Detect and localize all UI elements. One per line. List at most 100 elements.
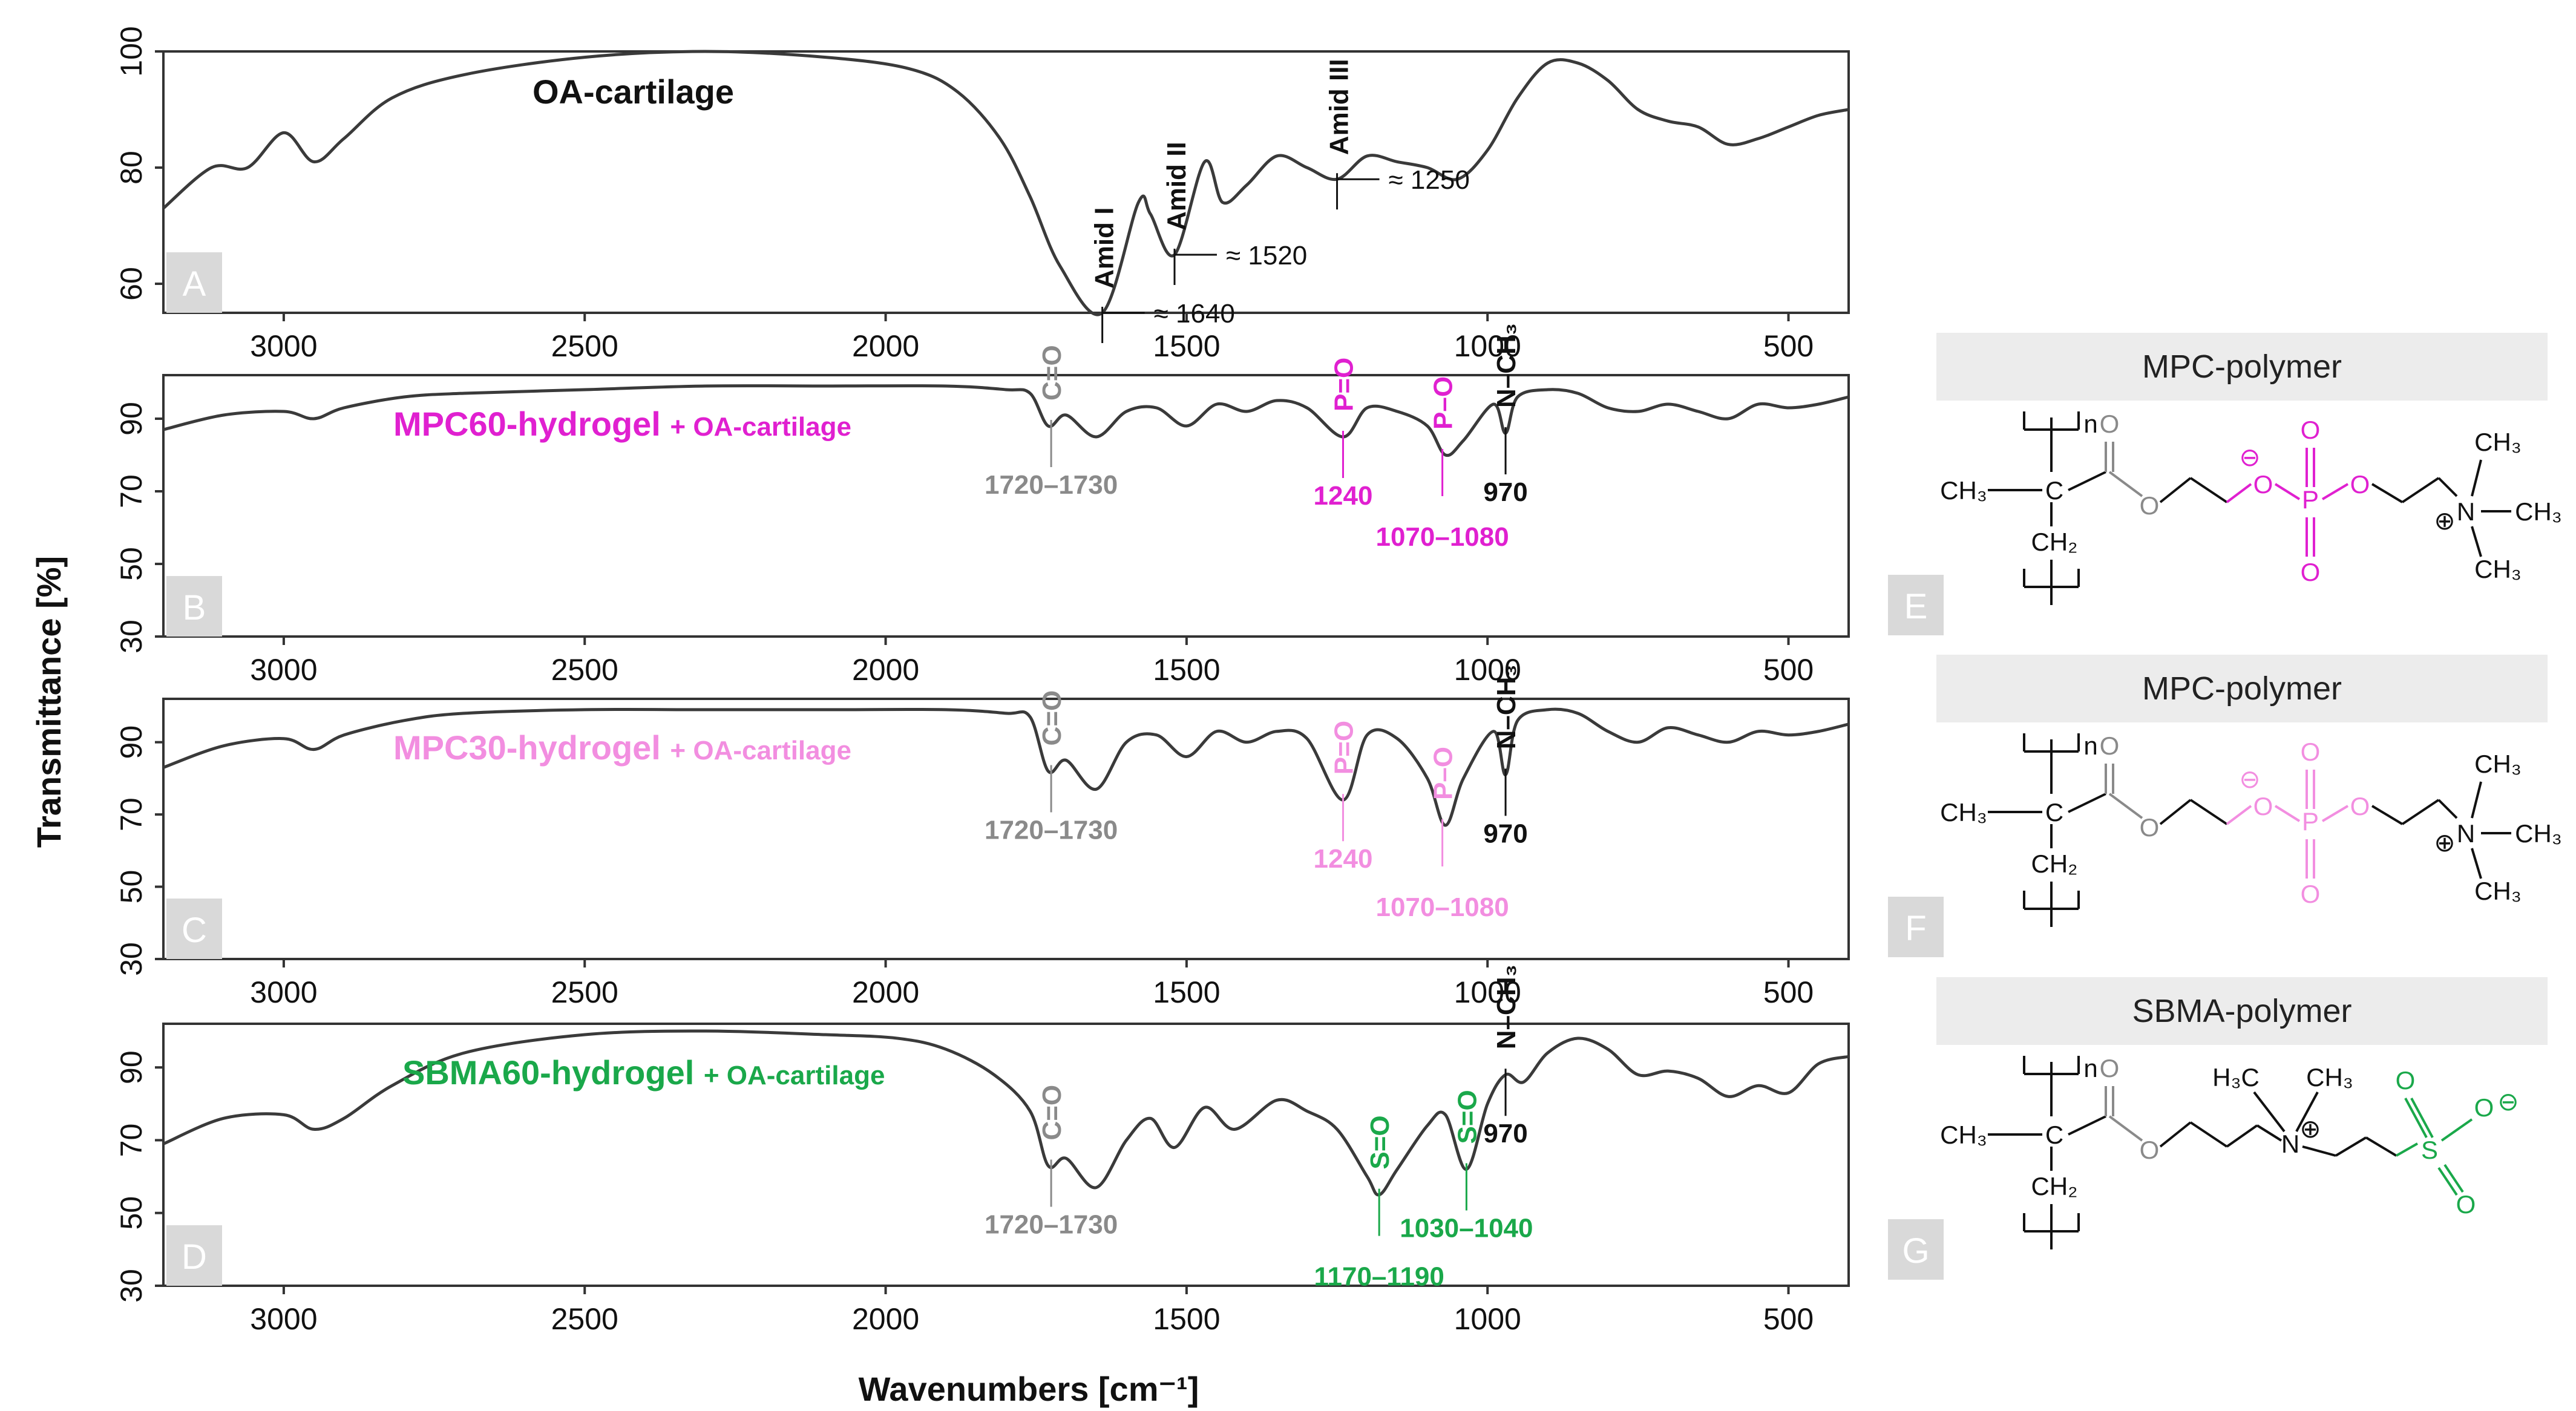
sulfonate-oxygen-top: O	[2396, 1066, 2416, 1095]
y-tick-label: 80	[114, 151, 148, 185]
functional-group: N–CH₃	[1492, 323, 1521, 408]
x-tick-label: 2000	[852, 329, 919, 363]
bond	[2108, 1115, 2143, 1142]
ch3-label: CH₃	[1940, 476, 1987, 505]
x-tick-label: 3000	[250, 329, 317, 363]
plot-frame	[162, 50, 1850, 314]
peak-annotation: Amid III ≈ 1250	[1325, 59, 1470, 210]
panel-badge	[166, 1225, 222, 1286]
x-tick-label: 2000	[852, 653, 919, 687]
y-tick-label: 50	[114, 1196, 148, 1230]
quaternary-nitrogen: N	[2457, 819, 2475, 848]
bond	[2401, 799, 2440, 825]
ester-oxygen-2: O	[2350, 792, 2370, 820]
peak-value: ≈ 1250	[1389, 165, 1470, 195]
bond	[2335, 1136, 2367, 1157]
spectra-panels: 3000 2500 2000 1500 1000 500 60 80 100 A OA-cartil…	[114, 26, 1850, 1336]
x-tick-label: 500	[1763, 329, 1814, 363]
peak-name: Amid II	[1162, 142, 1191, 231]
y-tick-label: 50	[114, 547, 148, 581]
peak-annotation: N–CH₃ 970	[1483, 664, 1527, 848]
bond	[2437, 1167, 2458, 1196]
y-tick-label: 60	[114, 267, 148, 301]
bond	[2274, 805, 2301, 822]
bond	[2274, 483, 2301, 500]
bond	[2371, 483, 2404, 503]
panel-letter: D	[182, 1237, 207, 1277]
peak-value: 970	[1483, 477, 1527, 507]
y-axis-label: Transmittance [%]	[30, 556, 68, 848]
structure-header	[1936, 655, 2548, 722]
bond	[2189, 1121, 2228, 1148]
positive-charge: ⊕	[2434, 828, 2455, 857]
carbonyl-oxygen: O	[2100, 1054, 2120, 1082]
bond	[2321, 805, 2349, 822]
functional-group: C=O	[1037, 690, 1067, 746]
y-tick-label: 30	[114, 942, 148, 976]
structure-header	[1936, 977, 2548, 1045]
x-tick-label: 2500	[551, 975, 618, 1009]
phosphate-oxygen-top: O	[2301, 416, 2321, 444]
ester-oxygen: O	[2140, 1136, 2160, 1164]
y-tick-label: 30	[114, 1269, 148, 1303]
spectrum-line	[163, 1029, 1849, 1197]
bond	[2226, 805, 2252, 825]
phosphate-oxygen-top: O	[2301, 738, 2321, 766]
y-tick-label: 70	[114, 474, 148, 508]
bond	[2108, 471, 2143, 497]
panel-title: OA-cartilage	[533, 73, 734, 111]
x-tick-label: 1000	[1454, 653, 1521, 687]
panel-title: MPC30-hydrogel + OA-cartilage	[393, 728, 851, 767]
ester-oxygen: O	[2140, 813, 2160, 842]
peak-value: 1720–1730	[985, 1210, 1118, 1240]
negative-charge: ⊖	[2497, 1087, 2519, 1116]
repeat-n: n	[2083, 1054, 2097, 1082]
bond	[2371, 805, 2404, 825]
bond	[2159, 1121, 2192, 1148]
panel-b: 3000 2500 2000 1500 1000 500 30 50 70 90 B MPC60-hy…	[114, 323, 1850, 687]
panel-badge	[166, 899, 222, 959]
structure-title: SBMA-polymer	[2132, 993, 2352, 1029]
bond	[2068, 793, 2106, 813]
bond	[2295, 1092, 2319, 1132]
peak-annotation: C=O 1720–1730	[985, 345, 1118, 500]
peak-annotation: S=O 1170–1190	[1314, 1115, 1444, 1291]
repeat-n: n	[2083, 732, 2097, 760]
phosphorus: P	[2302, 485, 2319, 514]
ch3-label: CH₃	[1940, 1121, 1987, 1149]
bond	[2404, 1098, 2428, 1138]
x-tick-label: 2000	[852, 975, 919, 1009]
x-tick-label: 1000	[1454, 329, 1521, 363]
spectrum-line	[163, 384, 1849, 457]
peak-annotation: C=O 1720–1730	[985, 1085, 1118, 1240]
bond	[2443, 1164, 2464, 1193]
methyl-bottom: CH₃	[2474, 877, 2522, 905]
peak-value: 1720–1730	[985, 470, 1118, 500]
peak-value: 1170–1190	[1314, 1262, 1444, 1292]
y-tick-label: 50	[114, 870, 148, 904]
functional-group: N–CH₃	[1492, 964, 1521, 1049]
x-tick-label: 3000	[250, 975, 317, 1009]
functional-group: C=O	[1037, 1085, 1067, 1141]
plot-frame	[162, 374, 1850, 638]
ch2-label: CH₂	[2031, 528, 2078, 556]
methyl-right: CH₃	[2515, 497, 2562, 526]
peak-annotation: Amid I ≈ 1640	[1090, 208, 1235, 343]
peak-value: ≈ 1640	[1154, 299, 1235, 329]
sulfonate-oxygen-bottom: O	[2456, 1190, 2476, 1219]
x-tick-label: 2500	[551, 653, 618, 687]
backbone-carbon: C	[2045, 798, 2063, 827]
functional-group: C=O	[1037, 345, 1067, 401]
x-tick-label: 3000	[250, 653, 317, 687]
peak-annotation: P=O 1240	[1314, 721, 1373, 874]
bond	[2068, 471, 2106, 491]
backbone-carbon: C	[2045, 476, 2063, 505]
bond	[2440, 1118, 2473, 1142]
bond	[2068, 1115, 2106, 1136]
peak-name: Amid III	[1325, 59, 1354, 155]
